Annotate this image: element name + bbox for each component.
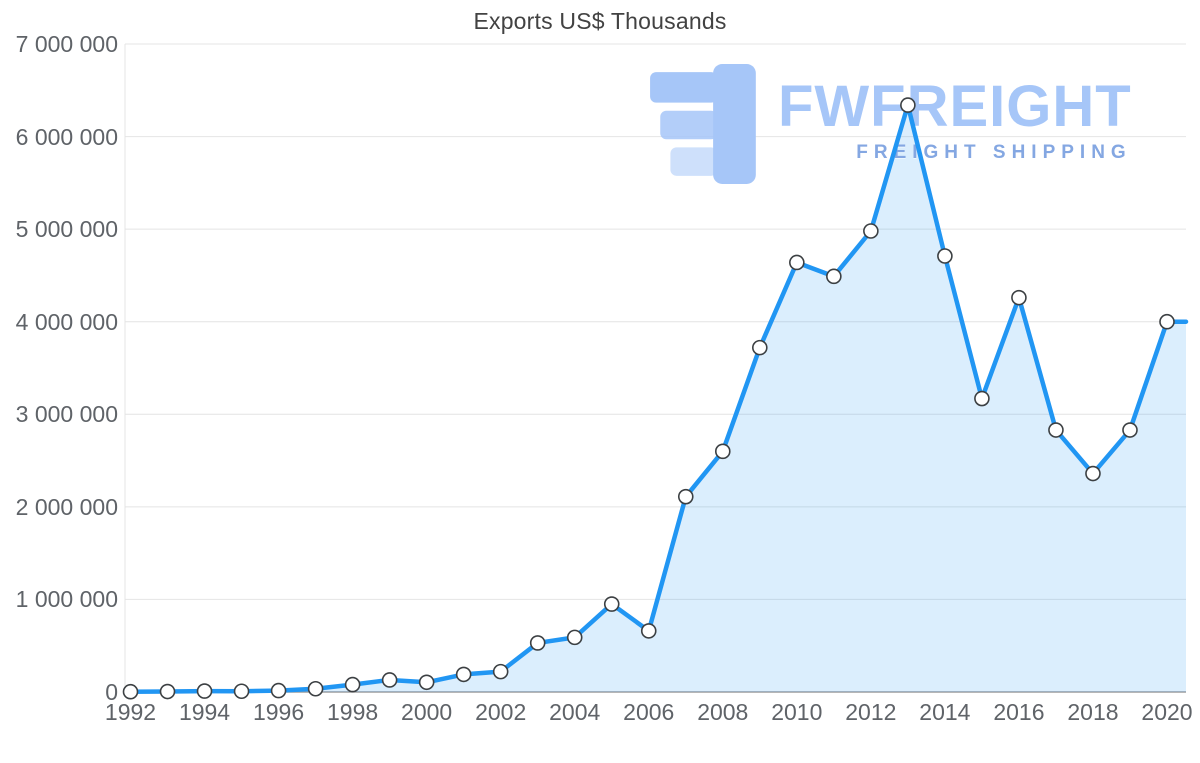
data-point-marker — [270, 682, 287, 699]
data-point-marker — [714, 443, 731, 460]
data-point-marker — [233, 683, 250, 700]
data-point-marker — [1159, 313, 1175, 330]
data-line — [128, 102, 1189, 694]
watermark: FWFREIGHT FREIGHT SHIPPING — [648, 64, 1132, 186]
data-point-marker — [492, 663, 509, 680]
data-point-marker — [196, 683, 213, 699]
chart-title: Exports US$ Thousands — [473, 8, 727, 34]
data-point-marker — [826, 268, 842, 285]
data-point-marker — [900, 97, 916, 113]
data-point-marker — [418, 674, 435, 691]
data-point-marker — [122, 683, 139, 700]
data-point-marker — [1122, 422, 1138, 438]
data-point-marker — [344, 676, 361, 693]
data-point-marker — [381, 672, 398, 688]
fwfreight-logo-icon — [650, 64, 756, 184]
data-point-marker — [677, 488, 694, 505]
data-point-marker — [863, 223, 879, 239]
data-point-marker — [159, 683, 176, 700]
watermark-text: FWFREIGHT FREIGHT SHIPPING — [778, 64, 1132, 164]
data-point-marker — [937, 248, 953, 264]
data-point-marker — [1011, 289, 1027, 306]
data-point-marker — [603, 596, 620, 612]
data-point-marker — [752, 339, 768, 356]
data-point-marker — [1085, 465, 1101, 482]
data-point-marker — [1048, 422, 1064, 438]
watermark-brand: FWFREIGHT — [778, 74, 1132, 139]
data-point-marker — [789, 254, 805, 271]
data-point-marker — [640, 623, 657, 639]
data-point-marker — [455, 666, 472, 683]
data-point-marker — [566, 629, 583, 646]
data-point-marker — [529, 635, 546, 651]
data-point-marker — [307, 680, 324, 697]
area-fill — [130, 105, 1186, 692]
data-point-marker — [974, 390, 990, 407]
watermark-tagline: FREIGHT SHIPPING — [856, 142, 1132, 163]
